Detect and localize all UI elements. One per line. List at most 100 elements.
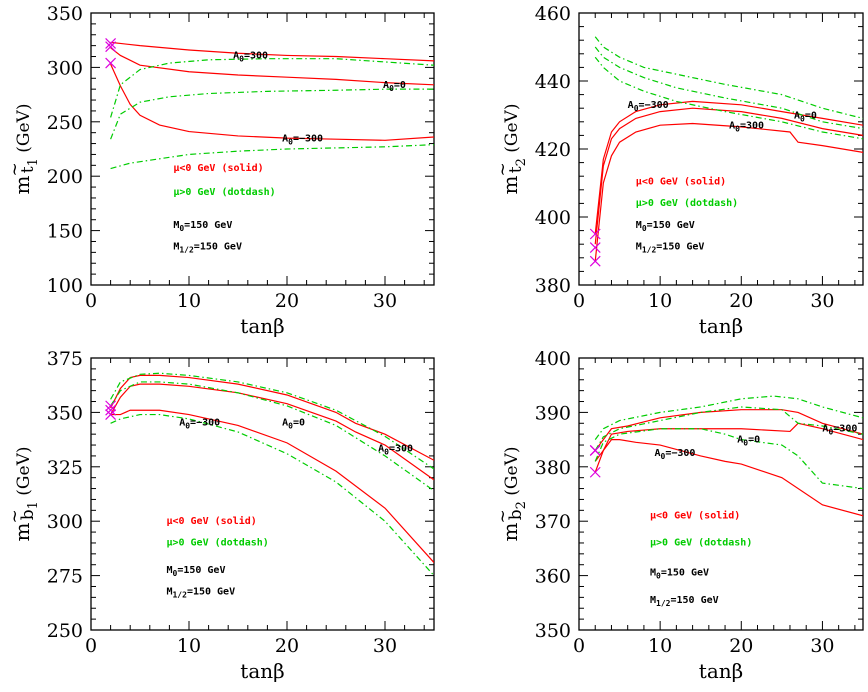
- y-tick-label: 460: [535, 3, 571, 25]
- curve-annotation: A0=0: [282, 417, 305, 430]
- y-tick-label: 375: [47, 348, 83, 370]
- legend-m0: M0=150 GeV: [636, 220, 695, 233]
- legend-m12-sub: 1/2: [172, 591, 187, 600]
- y-label-tilde: ~: [493, 509, 513, 523]
- legend-m0-value: =150 GeV: [177, 565, 225, 576]
- marker-stroke: [105, 404, 117, 416]
- series-line-mu-neg-A0-300: [594, 409, 863, 451]
- y-tick-label: 250: [47, 620, 83, 642]
- annotation-sub: 0: [288, 137, 293, 146]
- point-marker: [589, 228, 601, 240]
- marker-stroke: [589, 228, 601, 240]
- legend-m12-m: M: [636, 242, 642, 253]
- annotation-sub: 0: [389, 84, 394, 93]
- y-label-m: m: [498, 522, 522, 541]
- annotation-value: =−300: [190, 417, 220, 428]
- y-tick-label: 390: [535, 402, 571, 424]
- annotation-sub: 0: [288, 421, 293, 430]
- y-label-tilde: ~: [493, 162, 513, 176]
- annotation-a: A: [378, 444, 384, 455]
- legend-m0-sub: 0: [172, 569, 177, 578]
- legend-mu-pos: μ>0 GeV (dotdash): [650, 538, 752, 549]
- y-tick-label: 350: [535, 620, 571, 642]
- y-tick-label: 360: [535, 566, 571, 588]
- y-tick-label: 250: [47, 112, 83, 134]
- marker-stroke: [589, 255, 601, 267]
- y-label-tilde: ~: [5, 509, 25, 523]
- annotation-sub: 0: [239, 55, 244, 64]
- plot-frame: [578, 357, 864, 631]
- y-tick-label: 350: [47, 402, 83, 424]
- y-axis-label: m~t2 (GeV): [493, 104, 529, 195]
- plot-frame: [578, 12, 864, 286]
- series-line-mu-neg-A0-0: [110, 383, 434, 481]
- annotation-sub: 0: [828, 427, 833, 436]
- marker-stroke: [105, 38, 117, 49]
- y-label-m: m: [498, 175, 522, 194]
- legend-m12-value: =150 GeV: [187, 587, 235, 598]
- annotation-value: =−300: [639, 100, 669, 111]
- annotation-value: =0: [394, 80, 406, 91]
- legend-m12-m: M: [650, 595, 656, 606]
- series-line-mu-pos-A0-300: [110, 58, 434, 118]
- annotation-sub: 0: [735, 125, 740, 134]
- y-label-unit: (GeV): [502, 447, 522, 502]
- curve-annotation: A0=−300: [654, 448, 695, 461]
- series-line-mu-neg-A0-300: [594, 122, 863, 262]
- y-tick-label: 300: [47, 511, 83, 533]
- y-tick-label: 275: [47, 566, 83, 588]
- series-line-mu-neg-A0--300: [110, 63, 434, 141]
- annotation-value: =300: [244, 51, 268, 62]
- series-line-mu-neg-A0-0: [594, 100, 863, 235]
- legend-m12-value: =150 GeV: [656, 242, 704, 253]
- y-axis-label: m~b2 (GeV): [493, 447, 529, 542]
- legend-m0-m: M: [173, 220, 179, 231]
- y-label-sub: b: [18, 509, 38, 520]
- annotation-value: =300: [833, 423, 857, 434]
- x-tick-label: 10: [177, 290, 201, 312]
- legend-mu-pos: μ>0 GeV (dotdash): [173, 187, 275, 198]
- series-group: [110, 41, 434, 170]
- y-label-unit: (GeV): [502, 104, 522, 159]
- point-marker: [105, 38, 117, 49]
- y-label-subsub: 2: [514, 158, 529, 166]
- series-line-mu-neg-A0--300: [594, 439, 863, 517]
- marker-stroke: [105, 41, 117, 53]
- annotation-value: =300: [389, 444, 413, 455]
- series-line-mu-pos-A0-0: [110, 88, 434, 140]
- legend-m12-m: M: [173, 242, 179, 253]
- series-line-mu-pos-A0-0: [594, 406, 863, 451]
- y-axis-label: m~t1 (GeV): [5, 104, 41, 195]
- annotation-sub: 0: [384, 448, 389, 457]
- series-line-mu-pos-A0-300: [110, 372, 434, 470]
- legend-m0-value: =150 GeV: [661, 568, 709, 579]
- legend-m12-sub: 1/2: [179, 246, 194, 255]
- annotation-value: =0: [805, 110, 817, 121]
- annotation-a: A: [729, 121, 735, 132]
- series-group: [110, 372, 434, 577]
- y-label-sub: t: [18, 166, 38, 173]
- legend-m12-value: =150 GeV: [194, 242, 242, 253]
- legend-m12: M1/2=150 GeV: [173, 242, 242, 255]
- legend-m0: M0=150 GeV: [173, 220, 232, 233]
- annotation-a: A: [179, 417, 185, 428]
- annotation-a: A: [383, 80, 389, 91]
- legend-m12-sub: 1/2: [656, 599, 671, 608]
- y-label-subsub: 1: [26, 501, 41, 509]
- plot-frame: [90, 12, 435, 286]
- annotation-a: A: [654, 448, 660, 459]
- y-tick-label: 420: [535, 139, 571, 161]
- annotation-a: A: [822, 423, 828, 434]
- x-tick-label: 10: [177, 635, 201, 657]
- curve-annotation: A0=−300: [179, 417, 220, 430]
- legend-m0-m: M: [166, 565, 172, 576]
- curve-annotation: A0=0: [383, 80, 406, 93]
- x-tick-label: 10: [648, 635, 672, 657]
- series-line-mu-neg-A0-0: [594, 422, 863, 462]
- curve-annotation: A0=300: [233, 51, 268, 64]
- legend-m0-m: M: [636, 220, 642, 231]
